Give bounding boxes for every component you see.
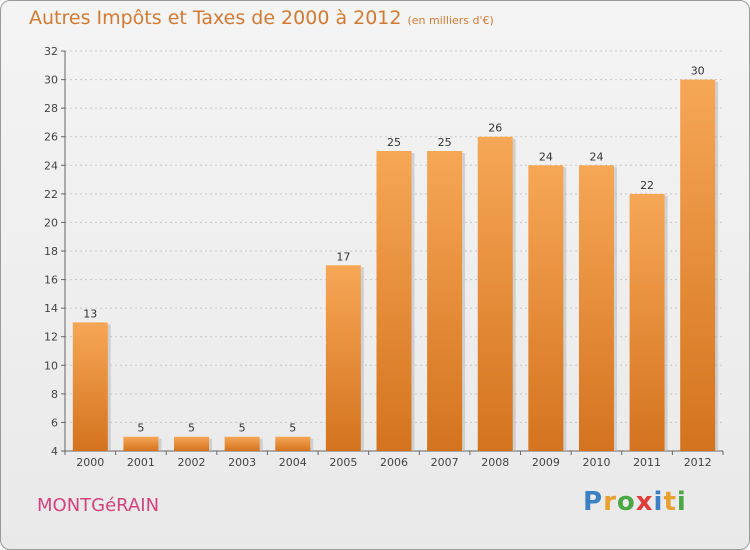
x-tick-label: 2008: [481, 456, 509, 469]
bar: [427, 151, 463, 451]
data-label: 25: [387, 136, 401, 149]
data-label: 24: [589, 150, 603, 163]
logo-letter: i: [653, 487, 664, 517]
data-label: 24: [539, 150, 553, 163]
data-label: 5: [289, 422, 296, 435]
logo-letter: r: [603, 487, 617, 517]
data-label: 13: [83, 307, 97, 320]
y-tick-label: 26: [44, 131, 58, 144]
x-tick-label: 2006: [380, 456, 408, 469]
bars: [72, 79, 719, 452]
bar: [578, 165, 614, 452]
data-label: 25: [438, 136, 452, 149]
y-tick-label: 10: [44, 359, 58, 372]
title-unit: (en milliers d'€): [407, 14, 494, 27]
x-tick-label: 2009: [532, 456, 560, 469]
data-label: 30: [691, 65, 705, 78]
bar: [72, 322, 108, 451]
logo-letter: x: [635, 487, 654, 517]
y-tick-label: 24: [44, 159, 58, 172]
data-label: 26: [488, 122, 502, 135]
data-label: 22: [640, 179, 654, 192]
x-tick-label: 2010: [582, 456, 610, 469]
bar: [528, 165, 564, 452]
y-tick-label: 28: [44, 102, 58, 115]
logo-letter: P: [583, 487, 604, 517]
data-label: 5: [188, 422, 195, 435]
data-label: 5: [137, 422, 144, 435]
x-tick-label: 2005: [329, 456, 357, 469]
chart-title: Autres Impôts et Taxes de 2000 à 2012 (en…: [29, 7, 494, 29]
y-tick-label: 12: [44, 331, 58, 344]
x-tick-label: 2003: [228, 456, 256, 469]
bar: [275, 436, 311, 451]
x-tick-label: 2007: [431, 456, 459, 469]
x-tick-label: 2000: [76, 456, 104, 469]
bar: [629, 193, 665, 451]
labels: 4 6 8 10 12 14 16 18 20 22 24 26 28 30 32 2000 13 2001 5 20…: [44, 45, 712, 469]
bar: [376, 151, 412, 451]
x-tick-label: 2002: [178, 456, 206, 469]
bar: [174, 436, 210, 451]
title-text: Autres Impôts et Taxes de 2000 à 2012: [29, 7, 402, 29]
bar: [325, 265, 361, 451]
bar: [123, 436, 159, 451]
y-tick-label: 18: [44, 245, 58, 258]
bar: [224, 436, 260, 451]
y-tick-label: 4: [51, 445, 58, 458]
x-tick-label: 2011: [633, 456, 661, 469]
bar: [477, 136, 513, 451]
logo-letter: o: [616, 487, 636, 517]
data-label: 5: [239, 422, 246, 435]
x-tick-label: 2004: [279, 456, 307, 469]
y-tick-label: 14: [44, 302, 58, 315]
data-label: 17: [336, 250, 350, 263]
y-tick-label: 20: [44, 216, 58, 229]
y-tick-label: 8: [51, 388, 58, 401]
logo-letter: t: [663, 487, 677, 517]
commune-name: MONTGéRAIN: [37, 495, 160, 516]
bar: [680, 79, 716, 452]
y-tick-label: 16: [44, 274, 58, 287]
y-tick-label: 6: [51, 416, 58, 429]
y-tick-label: 32: [44, 45, 58, 58]
y-tick-label: 30: [44, 74, 58, 87]
x-tick-label: 2012: [684, 456, 712, 469]
y-tick-label: 22: [44, 188, 58, 201]
proxiti-logo: Proxiti: [583, 487, 687, 517]
x-tick-label: 2001: [127, 456, 155, 469]
logo-letter: i: [676, 487, 687, 517]
